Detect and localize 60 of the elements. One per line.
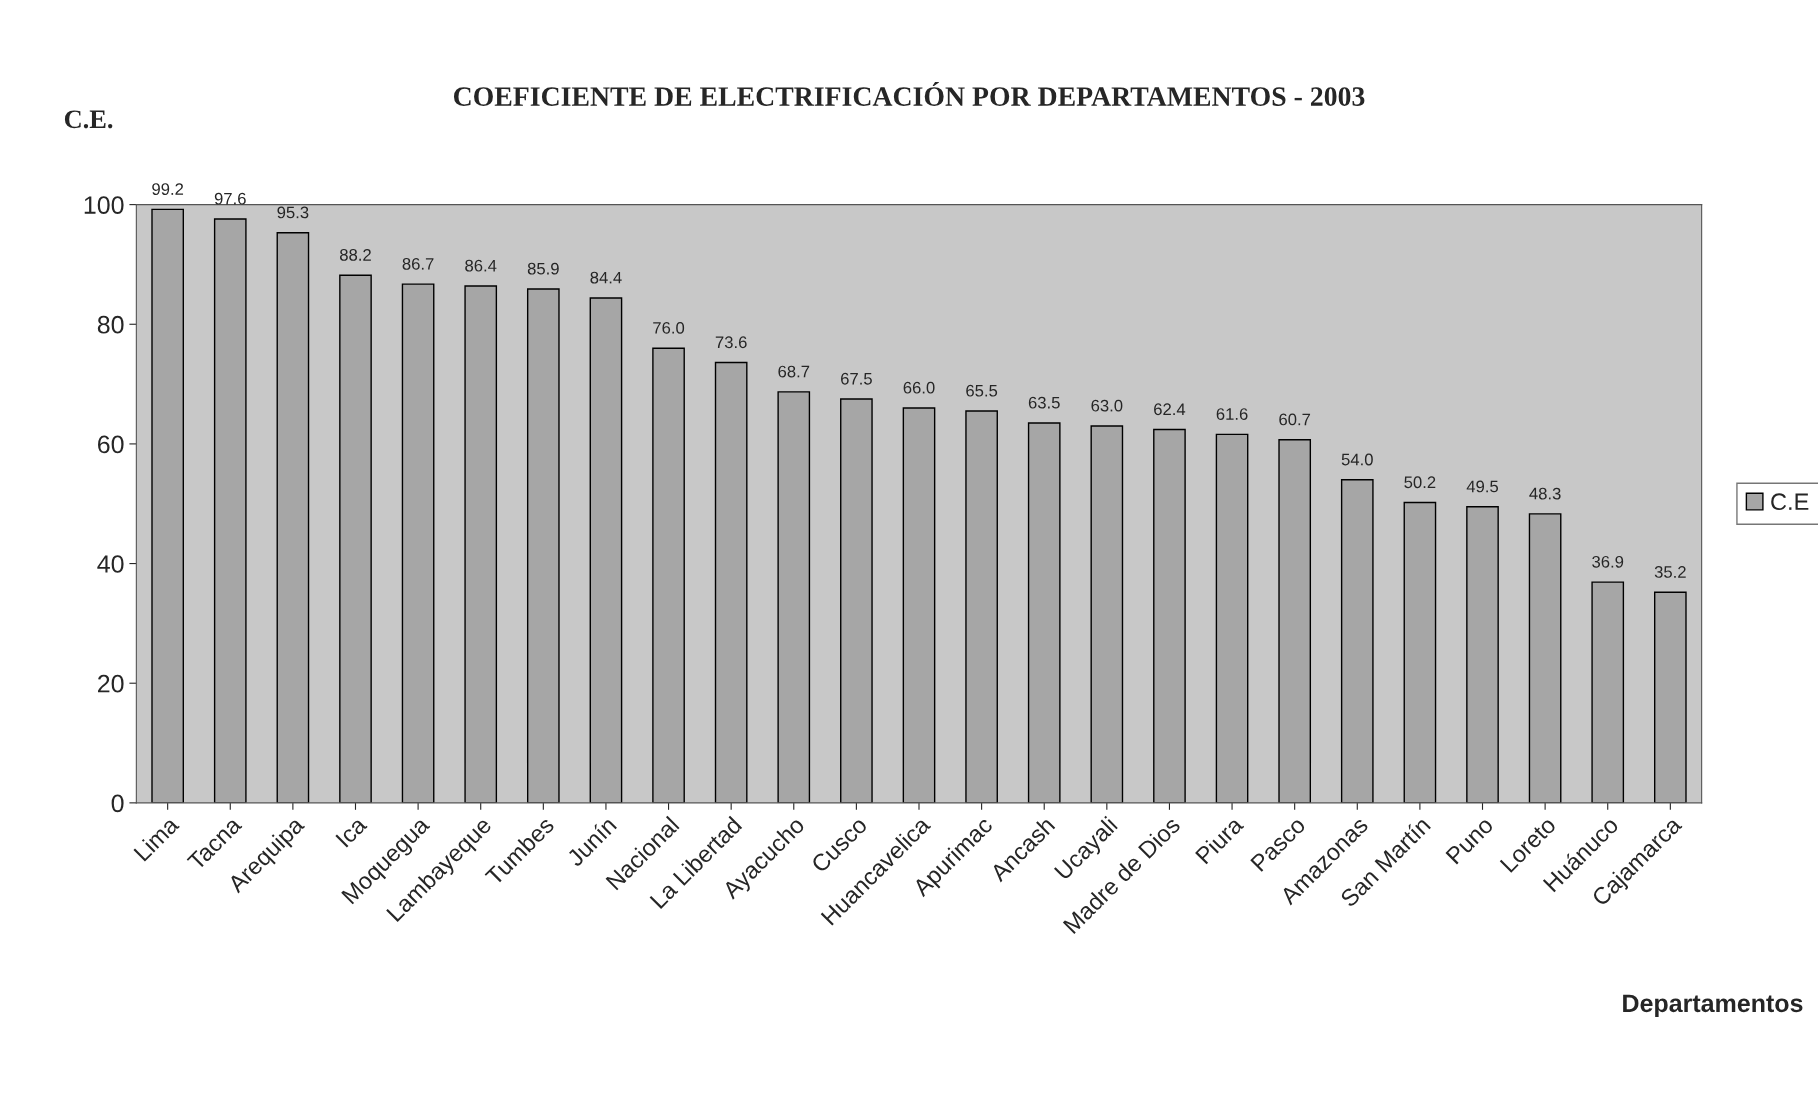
bar (526, 288, 560, 803)
bar (1153, 428, 1186, 803)
y-tick-label: 60 (98, 435, 124, 454)
data-label: 63.0 (1091, 399, 1123, 412)
bar (1403, 501, 1437, 803)
y-tick-label: 100 (84, 196, 124, 214)
data-label: 49.5 (1466, 480, 1499, 493)
data-label: 36.9 (1592, 555, 1624, 568)
chart-title: COEFICIENTE DE ELECTRIFICACIÓN POR DEPARTAMENTOS - 2003 (453, 81, 1365, 106)
y-axis-title: C.E. (64, 110, 113, 129)
bar (213, 218, 247, 803)
bar (1027, 422, 1061, 803)
bar (1653, 591, 1687, 803)
bar (401, 283, 435, 803)
y-tick-label: 0 (111, 794, 124, 813)
data-label: 68.7 (778, 365, 810, 378)
data-label: 62.4 (1154, 403, 1186, 416)
data-label: 60.7 (1279, 413, 1311, 426)
bar (714, 361, 748, 803)
data-label: 95.3 (277, 206, 309, 219)
data-label: 88.2 (340, 248, 371, 261)
y-tick-label: 40 (97, 555, 124, 573)
data-label: 99.2 (152, 183, 184, 195)
bar (151, 208, 185, 803)
data-label: 97.6 (214, 192, 246, 205)
bar (840, 398, 873, 803)
x-axis-title: Departamentos (1623, 994, 1803, 1018)
bar (589, 297, 623, 803)
y-tick-label: 80 (97, 315, 124, 334)
bar (1340, 479, 1374, 803)
data-label: 48.3 (1529, 487, 1561, 500)
legend-label: C.E (1771, 493, 1809, 511)
data-label: 66.0 (903, 381, 935, 394)
data-label: 85.9 (527, 262, 559, 275)
data-label: 76.0 (653, 321, 685, 334)
bar (1528, 513, 1562, 803)
data-label: 50.2 (1404, 476, 1436, 489)
bar (464, 285, 498, 803)
data-label: 61.6 (1216, 408, 1248, 420)
bar (1090, 425, 1124, 803)
bar (276, 232, 310, 803)
data-label: 63.5 (1028, 396, 1060, 409)
data-label: 84.4 (590, 271, 622, 284)
y-tick-label: 20 (98, 674, 124, 693)
bar (339, 274, 372, 803)
data-label: 54.0 (1341, 453, 1373, 466)
bar (1278, 439, 1312, 803)
data-label: 73.6 (715, 336, 747, 349)
bar (652, 347, 685, 803)
data-label: 86.7 (402, 257, 434, 270)
bar (777, 391, 811, 803)
bar (1466, 506, 1499, 803)
data-label: 86.4 (465, 259, 497, 272)
data-label: 35.2 (1654, 566, 1686, 578)
data-label: 67.5 (841, 372, 872, 385)
bar (1215, 433, 1249, 803)
bar (902, 407, 936, 803)
bar (965, 410, 998, 803)
bar (1591, 581, 1625, 803)
data-label: 65.5 (966, 384, 998, 397)
